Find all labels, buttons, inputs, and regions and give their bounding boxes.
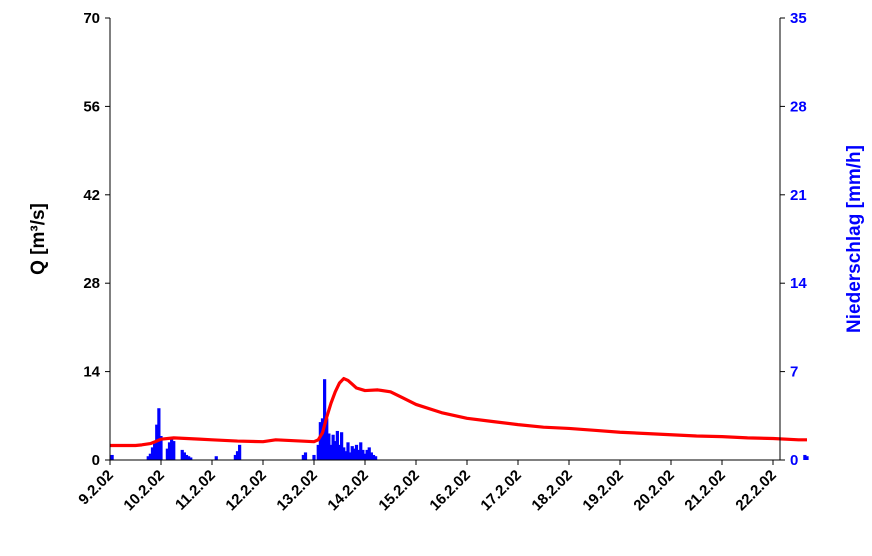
x-tick-label: 11.2.02 [172, 467, 219, 514]
precipitation-bar [367, 447, 371, 460]
left-tick-label: 42 [83, 187, 100, 204]
precipitation-bar [325, 418, 329, 460]
precipitation-bar [365, 449, 369, 460]
precipitation-bar [361, 449, 365, 460]
x-tick-label: 22.2.02 [732, 467, 779, 514]
precipitation-bar [312, 454, 316, 460]
right-tick-label: 7 [790, 364, 798, 381]
precipitation-bar [110, 454, 114, 460]
left-tick-labels: 0 14 28 42 56 70 [83, 10, 100, 469]
precipitation-bar [369, 452, 373, 460]
discharge-series-line [110, 376, 807, 448]
precipitation-bar [340, 432, 344, 460]
left-tick-label: 56 [83, 98, 100, 115]
precipitation-bar [805, 456, 809, 460]
precipitation-bar [235, 451, 240, 460]
precipitation-bar [337, 444, 342, 460]
axes [105, 17, 785, 465]
precipitation-bar [316, 444, 320, 460]
precipitation-bar [238, 444, 242, 460]
right-tick-label: 0 [790, 452, 798, 469]
right-axis-title: Niederschlag [mm/h] [844, 145, 865, 333]
left-tick-label: 28 [83, 275, 100, 292]
x-tick-label: 10.2.02 [120, 467, 167, 514]
precipitation-bar [187, 456, 191, 460]
precipitation-bar [153, 443, 157, 460]
precipitation-bar [335, 430, 339, 460]
precipitation-bar [303, 452, 308, 460]
x-tick-label: 14.2.02 [324, 467, 371, 514]
right-tick-label: 21 [790, 187, 807, 204]
precipitation-bar [159, 436, 163, 460]
precipitation-bar [318, 422, 322, 460]
precipitation-bar [146, 456, 150, 460]
precipitation-bar [172, 441, 176, 460]
precipitation-bar [371, 454, 376, 460]
precipitation-bar [180, 449, 184, 460]
precipitation-bar [184, 454, 189, 460]
x-tick-label: 9.2.02 [75, 467, 117, 509]
precipitation-bar [346, 442, 350, 460]
precipitation-bar [803, 454, 807, 460]
x-tick-label: 12.2.02 [222, 467, 269, 514]
precipitation-bar [342, 447, 346, 460]
precipitation-bar [357, 449, 361, 460]
precipitation-bar [148, 453, 152, 460]
precipitation-bar [348, 452, 352, 460]
precipitation-bar [329, 444, 333, 460]
precipitation-bar [374, 456, 378, 460]
precipitation-bar [189, 457, 193, 460]
precipitation-bar [350, 446, 354, 460]
precipitation-bar [165, 448, 169, 460]
precipitation-bars [110, 379, 809, 460]
right-tick-label: 28 [790, 98, 807, 115]
x-tick-label: 13.2.02 [273, 467, 320, 514]
precipitation-bar [301, 454, 305, 460]
x-tick-labels: 9.2.02 10.2.02 11.2.02 12.2.02 13.2.02 14.2.0… [75, 467, 780, 514]
precipitation-bar [182, 452, 186, 460]
precipitation-bar [359, 442, 363, 460]
precipitation-bar [157, 408, 161, 460]
x-tick-label: 18.2.02 [528, 467, 575, 514]
right-tick-labels: 0 7 14 21 28 35 [790, 10, 807, 469]
precipitation-bar [320, 418, 325, 460]
precipitation-bar [331, 434, 335, 460]
x-tick-label: 16.2.02 [426, 467, 473, 514]
precipitation-bar [344, 451, 348, 460]
discharge-line [110, 376, 807, 448]
right-tick-label: 35 [790, 10, 807, 27]
precipitation-bar [333, 441, 337, 460]
precipitation-bar [167, 442, 172, 460]
left-tick-label: 0 [92, 452, 100, 469]
precipitation-bar [327, 433, 331, 460]
x-tick-label: 21.2.02 [681, 467, 728, 514]
x-tick-label: 17.2.02 [477, 467, 524, 514]
precipitation-bar [354, 444, 359, 460]
x-tick-label: 19.2.02 [579, 467, 626, 514]
x-tick-label: 15.2.02 [375, 467, 422, 514]
right-tick-label: 14 [790, 275, 807, 292]
precipitation-bar [233, 454, 237, 460]
left-tick-label: 14 [83, 364, 100, 381]
left-axis-title: Q [m³/s] [28, 203, 49, 275]
x-tick-label: 20.2.02 [630, 467, 677, 514]
left-tick-label: 70 [83, 10, 100, 27]
precipitation-bar [363, 453, 367, 460]
precipitation-bar [150, 447, 155, 460]
precipitation-bar [170, 437, 174, 460]
precipitation-bar [352, 448, 356, 460]
precipitation-bar [214, 456, 218, 460]
